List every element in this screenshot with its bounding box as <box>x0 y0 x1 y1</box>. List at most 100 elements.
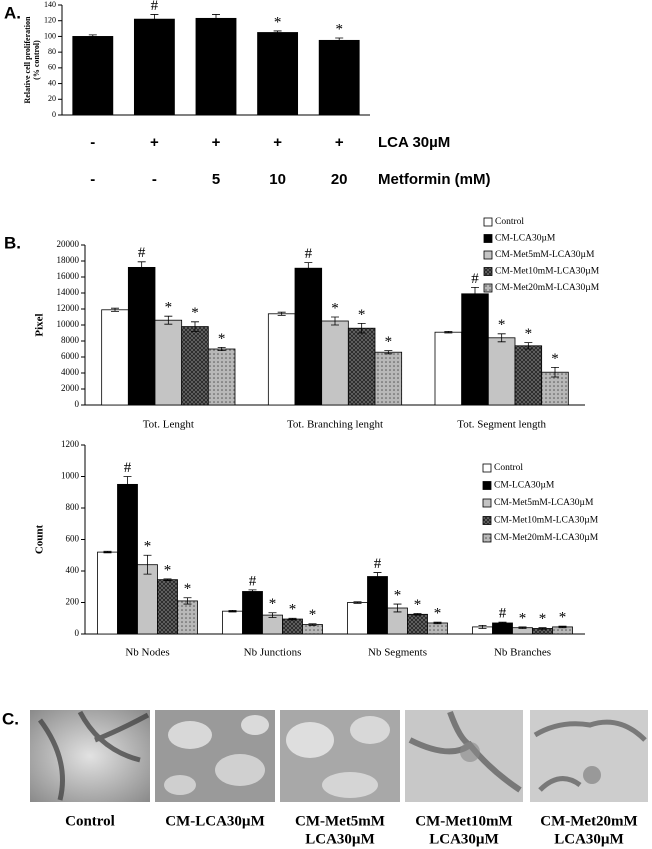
y-axis-label: (% control) <box>32 40 41 80</box>
bar <box>157 579 178 635</box>
y-tick-label: 20000 <box>57 239 80 249</box>
legend-label: Control <box>495 217 524 227</box>
condition-value: - <box>90 171 95 188</box>
significance-marker: * <box>385 334 393 350</box>
legend-label: Control <box>494 463 523 473</box>
significance-marker: # <box>249 573 257 589</box>
legend-swatch <box>482 533 492 543</box>
y-tick-label: 800 <box>66 502 80 512</box>
y-tick-label: 200 <box>66 597 80 607</box>
y-tick-label: 16000 <box>57 271 80 281</box>
error-bar <box>123 476 132 493</box>
bar <box>461 293 489 406</box>
error-bar <box>524 342 533 350</box>
bar <box>195 17 237 116</box>
y-tick-label: 140 <box>44 0 56 9</box>
error-bar <box>558 625 567 629</box>
error-bar <box>478 624 487 629</box>
image-caption: LCA30µM <box>429 831 498 847</box>
x-tick-label: Nb Segments <box>368 647 427 659</box>
error-bar <box>384 350 393 355</box>
y-axis-label: Pixel <box>34 313 46 336</box>
significance-marker: # <box>305 246 313 262</box>
y-tick-label: 4000 <box>61 367 80 377</box>
legend-label: CM-LCA30µM <box>495 234 556 244</box>
bar <box>222 610 243 635</box>
micrographs <box>30 710 648 802</box>
error-bar <box>143 554 152 575</box>
significance-marker: # <box>151 0 159 14</box>
significance-marker: # <box>499 606 507 622</box>
image-caption: Control <box>65 813 115 829</box>
bar <box>257 32 299 116</box>
error-bar <box>183 597 192 605</box>
legend-swatch <box>482 516 492 525</box>
y-tick-label: 600 <box>66 534 80 544</box>
y-tick-label: 0 <box>52 110 56 119</box>
condition-value: 10 <box>269 171 286 188</box>
micrograph <box>280 710 400 802</box>
legend-label: CM-Met20mM-LCA30µM <box>495 283 600 293</box>
error-bar <box>268 612 277 618</box>
error-bar <box>248 589 257 594</box>
significance-marker: * <box>274 14 282 30</box>
error-bar <box>217 347 226 351</box>
y-tick-label: 80 <box>48 47 56 56</box>
y-tick-label: 400 <box>66 565 80 575</box>
y-tick-label: 2000 <box>61 383 80 393</box>
error-bar <box>518 626 527 629</box>
bar <box>101 309 129 406</box>
significance-marker: * <box>331 300 339 316</box>
condition-value: - <box>90 134 95 151</box>
bar <box>427 622 448 635</box>
error-bar <box>433 621 442 625</box>
micrograph <box>405 710 523 802</box>
significance-marker: # <box>471 271 479 287</box>
legend-swatch <box>483 250 493 260</box>
error-bar <box>551 367 559 378</box>
y-tick-label: 14000 <box>57 287 80 297</box>
panel-label: B. <box>4 233 21 252</box>
significance-marker: * <box>165 300 173 316</box>
bar <box>492 622 513 635</box>
y-tick-label: 18000 <box>57 255 80 265</box>
bar <box>541 371 569 406</box>
error-bar <box>137 261 146 274</box>
error-bar <box>191 321 199 332</box>
micrograph <box>30 710 150 802</box>
legend-label: CM-Met20mM-LCA30µM <box>494 533 599 543</box>
error-bar <box>413 613 422 616</box>
error-bar <box>498 621 507 625</box>
bar <box>321 320 349 406</box>
error-bar <box>373 572 382 581</box>
image-caption: LCA30µM <box>554 831 623 847</box>
y-axis-label: Count <box>34 524 46 554</box>
error-bar <box>444 331 453 334</box>
legend-swatch <box>482 481 492 490</box>
y-tick-label: 0 <box>75 399 80 409</box>
error-bar <box>273 30 282 35</box>
significance-marker: # <box>124 460 132 476</box>
error-bar <box>497 333 506 343</box>
image-caption: CM-LCA30µM <box>165 813 264 829</box>
significance-marker: * <box>269 596 277 612</box>
bar <box>282 618 303 635</box>
significance-marker: * <box>394 588 402 604</box>
image-caption: CM-Met20mM <box>540 813 637 829</box>
condition-value: + <box>335 134 344 151</box>
bar <box>374 351 403 406</box>
bar <box>434 331 463 406</box>
x-tick-label: Tot. Lenght <box>143 419 194 431</box>
significance-marker: * <box>539 611 547 627</box>
significance-marker: # <box>138 245 146 261</box>
x-tick-label: Nb Nodes <box>125 647 169 659</box>
error-bar <box>111 307 119 312</box>
bar <box>487 337 516 406</box>
legend-label: CM-Met5mM-LCA30µM <box>494 498 594 508</box>
y-tick-label: 40 <box>48 78 56 87</box>
condition-value: - <box>152 171 157 188</box>
panel-label: C. <box>2 709 19 728</box>
error-bar <box>357 323 366 334</box>
error-bar <box>538 627 547 630</box>
legend-label: CM-Met5mM-LCA30µM <box>495 250 595 260</box>
